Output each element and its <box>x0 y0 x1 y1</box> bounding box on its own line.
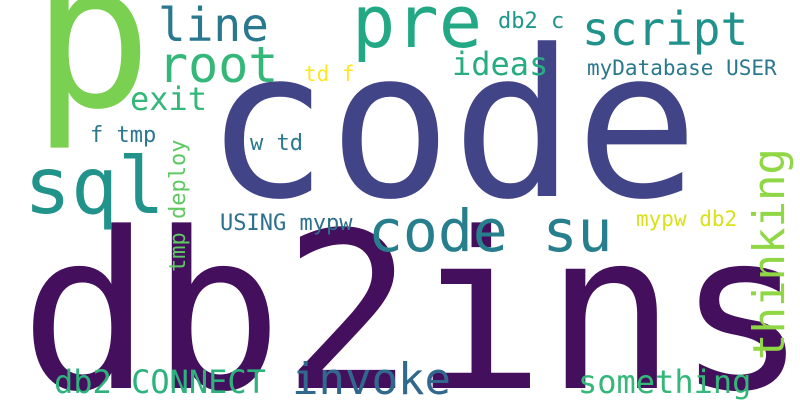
word-ideas: ideas <box>452 48 548 80</box>
word-td-f: td f <box>304 64 355 85</box>
word-sql: sql <box>24 148 165 226</box>
word-tmp-deploy: tmp deploy <box>168 140 190 272</box>
word-mypw-db2: mypw db2 <box>636 209 737 230</box>
word-mydatabase-user: myDatabase USER <box>587 58 777 79</box>
word-w-td: w td <box>250 133 303 155</box>
word-exit: exit <box>130 83 207 115</box>
word-using-mypw: USING mypw <box>220 213 352 235</box>
word-code-su: code su <box>368 202 612 260</box>
word-db2-connect: db2 CONNECT <box>54 366 266 398</box>
word-script: script <box>582 6 748 52</box>
word-f-tmp: f tmp <box>90 125 156 147</box>
word-thinking: thinking <box>748 148 792 360</box>
word-db2-c: db2 c <box>498 11 564 33</box>
word-invoke: invoke <box>292 358 451 400</box>
word-something: something <box>578 366 751 398</box>
